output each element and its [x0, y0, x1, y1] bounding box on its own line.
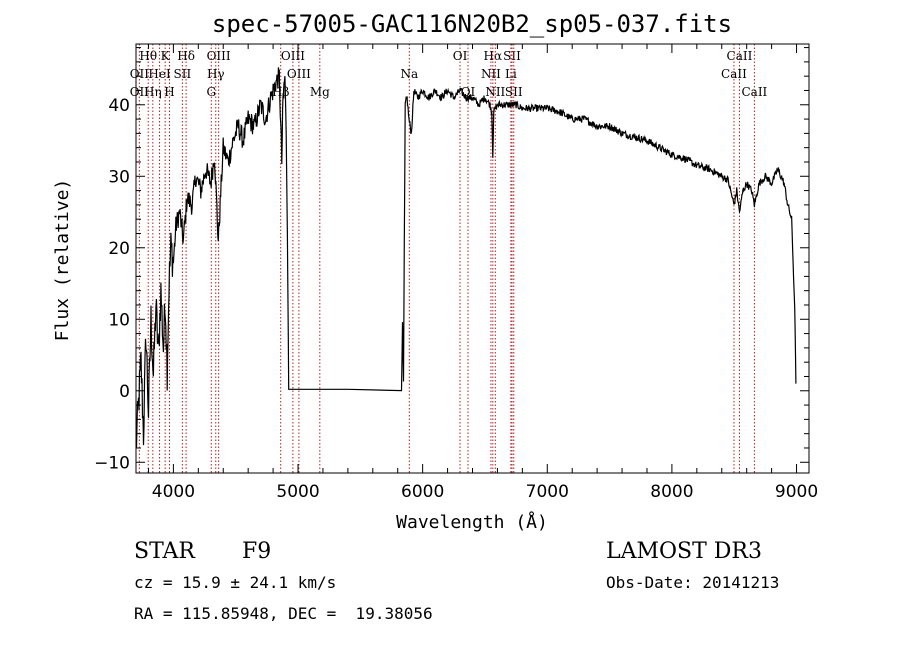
line-marker-label: Mg	[310, 85, 330, 99]
y-axis-label: Flux (relative)	[52, 179, 73, 342]
line-marker-label: Hη	[144, 85, 162, 99]
observation-date: Obs-Date: 20141213	[606, 573, 780, 592]
y-tick-label: 0	[119, 382, 130, 402]
object-subclass: F9	[242, 539, 272, 564]
line-marker-label: H	[164, 85, 174, 99]
x-tick-label: 9000	[775, 482, 818, 502]
line-marker-label: HeI	[148, 67, 171, 81]
line-marker-label: SII	[174, 67, 192, 81]
line-marker-label: OIII	[207, 49, 231, 63]
line-marker-label: CaII	[721, 67, 747, 81]
y-tick-label: −10	[94, 453, 130, 473]
line-marker-label: G	[206, 85, 216, 99]
line-marker-label: SII	[505, 85, 523, 99]
line-marker-label: Hδ	[177, 49, 195, 63]
x-tick-label: 6000	[401, 482, 444, 502]
line-marker-label: SII	[503, 49, 521, 63]
line-marker-label: Hθ	[139, 49, 157, 63]
ra-dec: RA = 115.85948, DEC = 19.38056	[134, 604, 433, 623]
y-tick-label: 30	[108, 167, 130, 187]
line-marker-label: NII	[481, 67, 501, 81]
line-marker-label: Hγ	[207, 67, 225, 81]
y-tick-label: 10	[108, 310, 130, 330]
spectrum-line	[135, 67, 797, 448]
line-marker-label: CaII	[727, 49, 753, 63]
plot-frame	[135, 43, 810, 474]
y-tick-label: 20	[108, 239, 130, 259]
y-tick-label: 40	[108, 96, 130, 116]
line-marker-label: CaII	[741, 85, 767, 99]
object-class: STAR	[134, 539, 195, 564]
x-tick-label: 5000	[276, 482, 319, 502]
line-marker-label: K	[161, 49, 171, 63]
line-marker-label: OIII	[287, 67, 311, 81]
line-marker-label: Na	[400, 67, 418, 81]
line-marker-label: OII	[130, 85, 150, 99]
x-tick-label: 4000	[152, 482, 195, 502]
line-marker-label: Hα	[484, 49, 503, 63]
axis-ticks: 4000 5000 6000 7000 8000 9000 −10 0 10 20 30 40	[94, 44, 818, 502]
survey-name: LAMOST DR3	[606, 539, 762, 564]
chart-title: spec-57005-GAC116N20B2_sp05-037.fits	[212, 10, 732, 38]
spectrum-series	[135, 67, 797, 448]
line-marker-label: OI	[453, 49, 468, 63]
line-marker-label: NII	[485, 85, 505, 99]
redshift-cz: cz = 15.9 ± 24.1 km/s	[134, 573, 337, 592]
x-tick-label: 7000	[526, 482, 569, 502]
line-marker-label: Li	[505, 67, 517, 81]
line-marker-label: OII	[130, 67, 150, 81]
x-axis-label: Wavelength (Å)	[396, 511, 548, 533]
x-tick-label: 8000	[650, 482, 693, 502]
line-marker-label: OIII	[281, 49, 305, 63]
